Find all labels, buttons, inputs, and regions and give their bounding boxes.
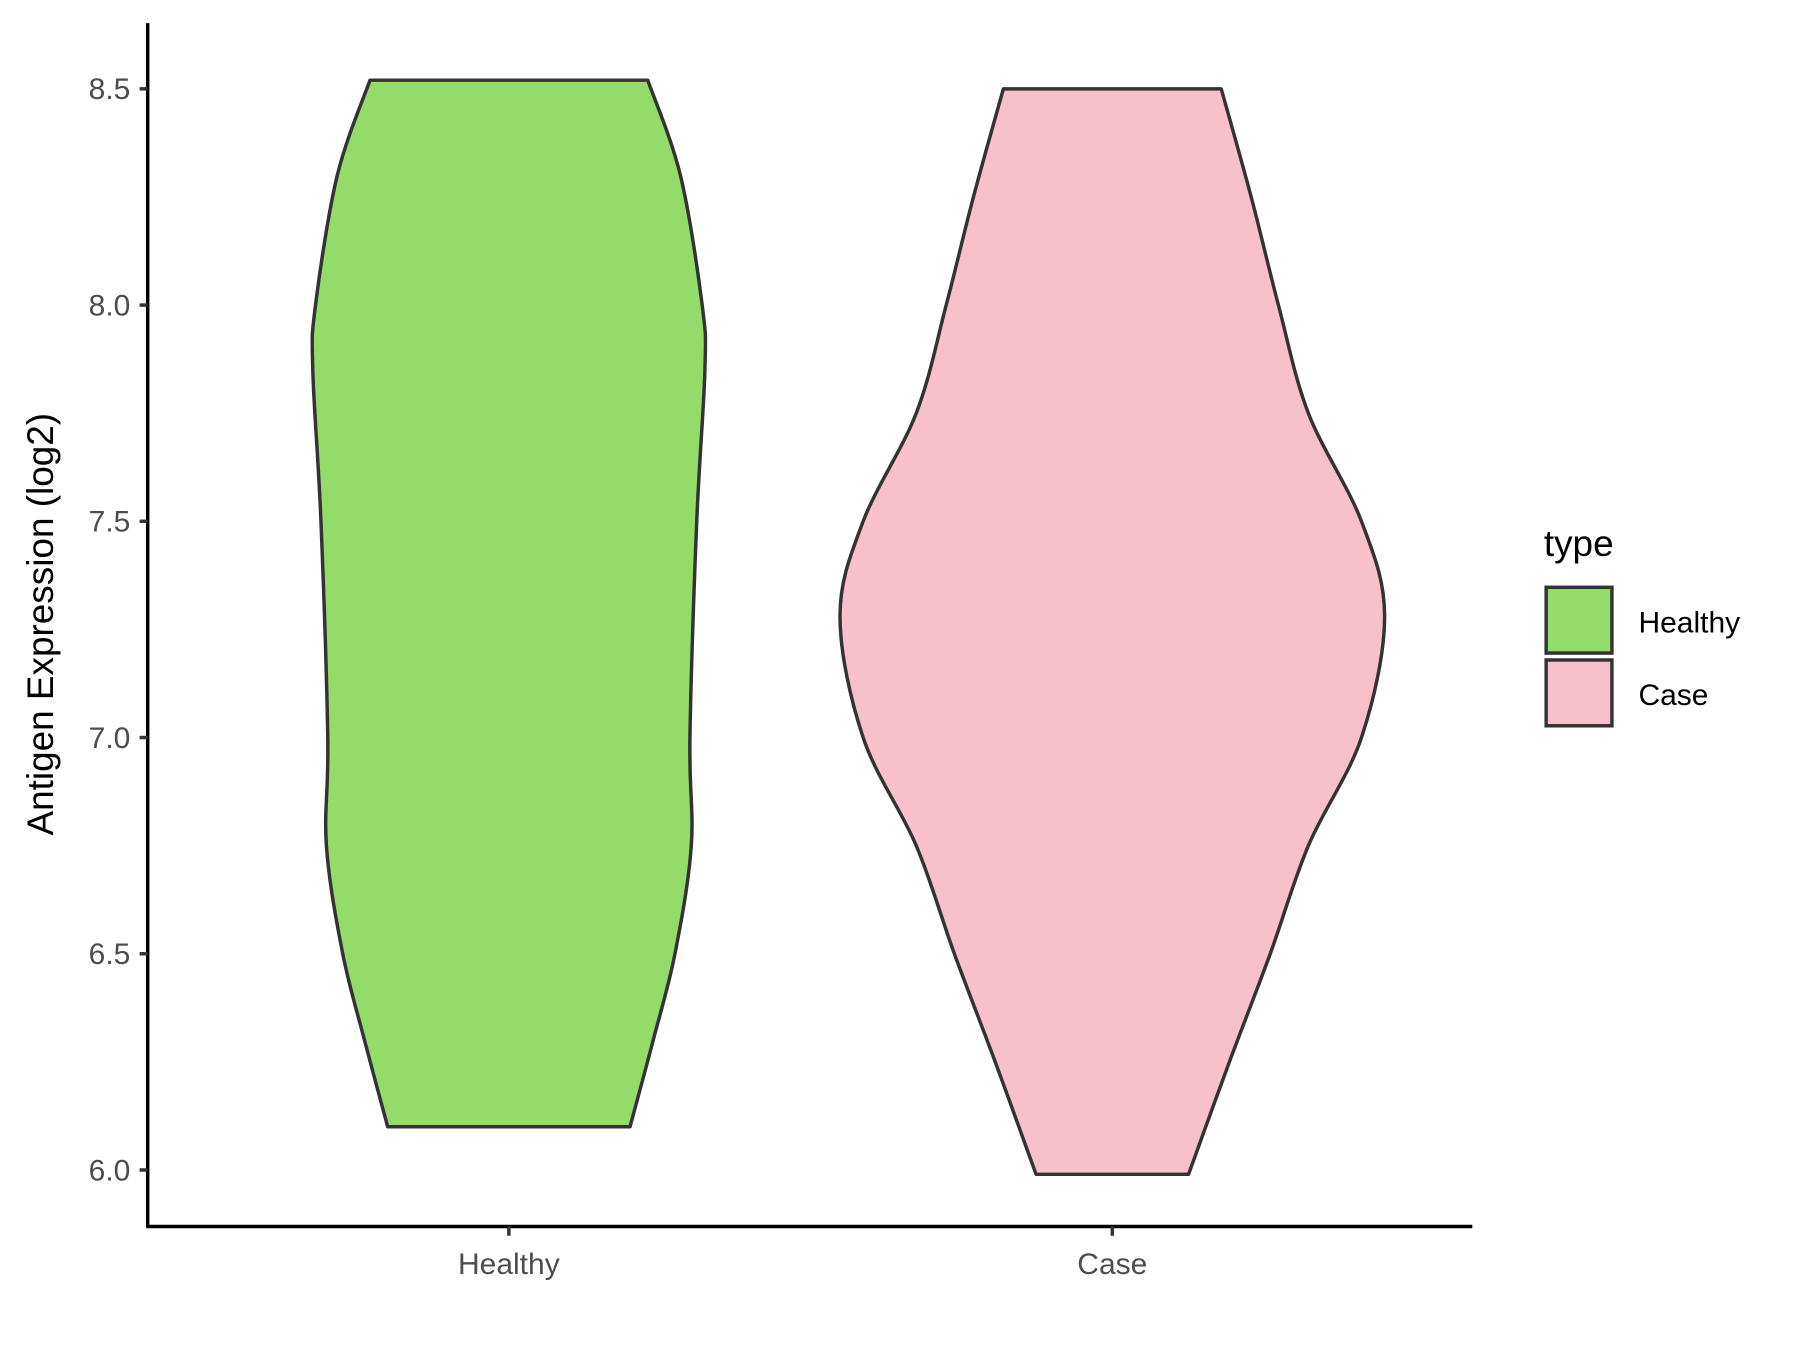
- legend-label: Case: [1638, 679, 1708, 712]
- y-tick-label: 6.5: [89, 938, 131, 971]
- legend-swatch-case: [1544, 658, 1614, 728]
- violin-case: [838, 87, 1387, 1177]
- y-axis-title: Antigen Expression (log2): [20, 413, 61, 836]
- y-ticks: 6.0 6.5 7.0 7.5 8.0 8.5: [89, 73, 148, 1187]
- violins: [310, 78, 1387, 1177]
- y-tick-label: 8.5: [89, 73, 131, 106]
- y-tick-label: 8.0: [89, 289, 131, 322]
- legend: type Healthy Case: [1544, 523, 1740, 728]
- legend-swatch-healthy: [1544, 585, 1614, 655]
- legend-title: type: [1544, 523, 1614, 564]
- x-tick-label: Healthy: [458, 1248, 560, 1281]
- x-tick-label: Case: [1077, 1248, 1147, 1281]
- y-tick-label: 7.0: [89, 722, 131, 755]
- y-tick-label: 6.0: [89, 1154, 131, 1187]
- x-ticks: Healthy Case: [458, 1226, 1147, 1281]
- legend-label: Healthy: [1638, 606, 1740, 639]
- y-tick-label: 7.5: [89, 506, 131, 539]
- violin-healthy: [310, 78, 708, 1129]
